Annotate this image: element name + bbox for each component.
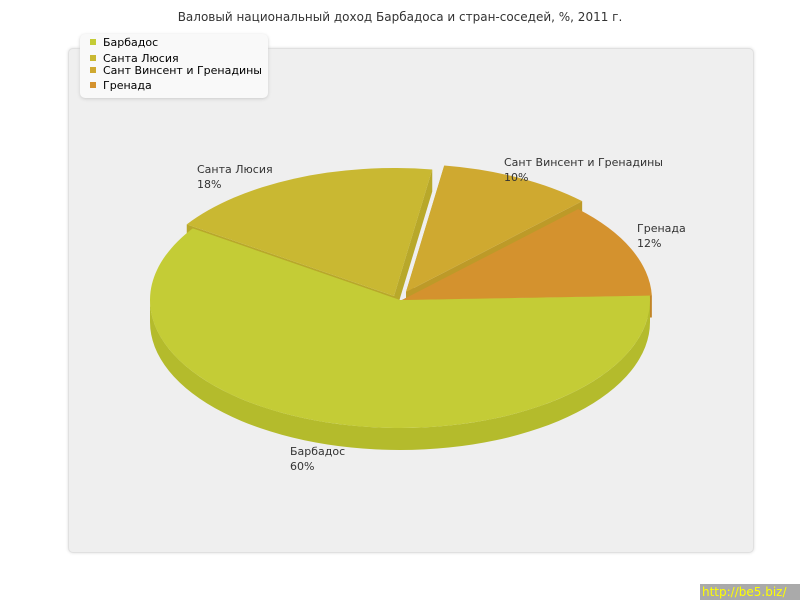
legend-label: Сант Винсент и Гренадины bbox=[103, 64, 262, 77]
legend-item[interactable]: Гренада bbox=[90, 79, 152, 93]
legend-label: Гренада bbox=[103, 79, 152, 92]
pie-slice-edge bbox=[394, 169, 433, 318]
slice-label-name: Барбадос bbox=[290, 445, 345, 458]
legend-label: Барбадос bbox=[103, 36, 159, 49]
slice-label-value: 12% bbox=[637, 237, 661, 250]
slice-label-value: 60% bbox=[290, 460, 314, 473]
legend-swatch bbox=[90, 39, 96, 45]
legend-label: Санта Люсия bbox=[103, 52, 179, 65]
legend-swatch bbox=[90, 82, 96, 88]
legend-swatch bbox=[90, 55, 96, 61]
legend: Барбадос Санта Люсия Сант Винсент и Грен… bbox=[80, 34, 268, 98]
slice-label-name: Санта Люсия bbox=[197, 163, 273, 176]
pie-slice-side bbox=[150, 300, 650, 450]
pie-slice[interactable] bbox=[402, 209, 652, 300]
legend-item[interactable]: Барбадос bbox=[90, 36, 158, 50]
pie-slice[interactable] bbox=[150, 228, 651, 429]
slice-label-value: 10% bbox=[504, 171, 528, 184]
legend-swatch bbox=[90, 67, 96, 73]
legend-item[interactable]: Сант Винсент и Гренадины bbox=[90, 64, 262, 78]
slice-label-value: 18% bbox=[197, 178, 221, 191]
pie-slice[interactable] bbox=[186, 167, 433, 296]
slice-label-name: Сант Винсент и Гренадины bbox=[504, 156, 663, 169]
pie-slice[interactable] bbox=[406, 165, 583, 292]
chart-title: Валовый национальный доход Барбадоса и с… bbox=[177, 10, 623, 24]
legend-item[interactable]: Санта Люсия bbox=[90, 52, 179, 66]
watermark[interactable]: http://be5.biz/ bbox=[700, 584, 800, 600]
slice-label-name: Гренада bbox=[637, 222, 686, 235]
